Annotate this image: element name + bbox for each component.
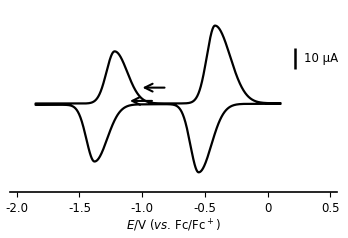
Text: 10 μA: 10 μA (304, 52, 338, 65)
X-axis label: $\it{E}$/V ($\it{vs}$. Fc/Fc$^+$): $\it{E}$/V ($\it{vs}$. Fc/Fc$^+$) (126, 218, 221, 234)
